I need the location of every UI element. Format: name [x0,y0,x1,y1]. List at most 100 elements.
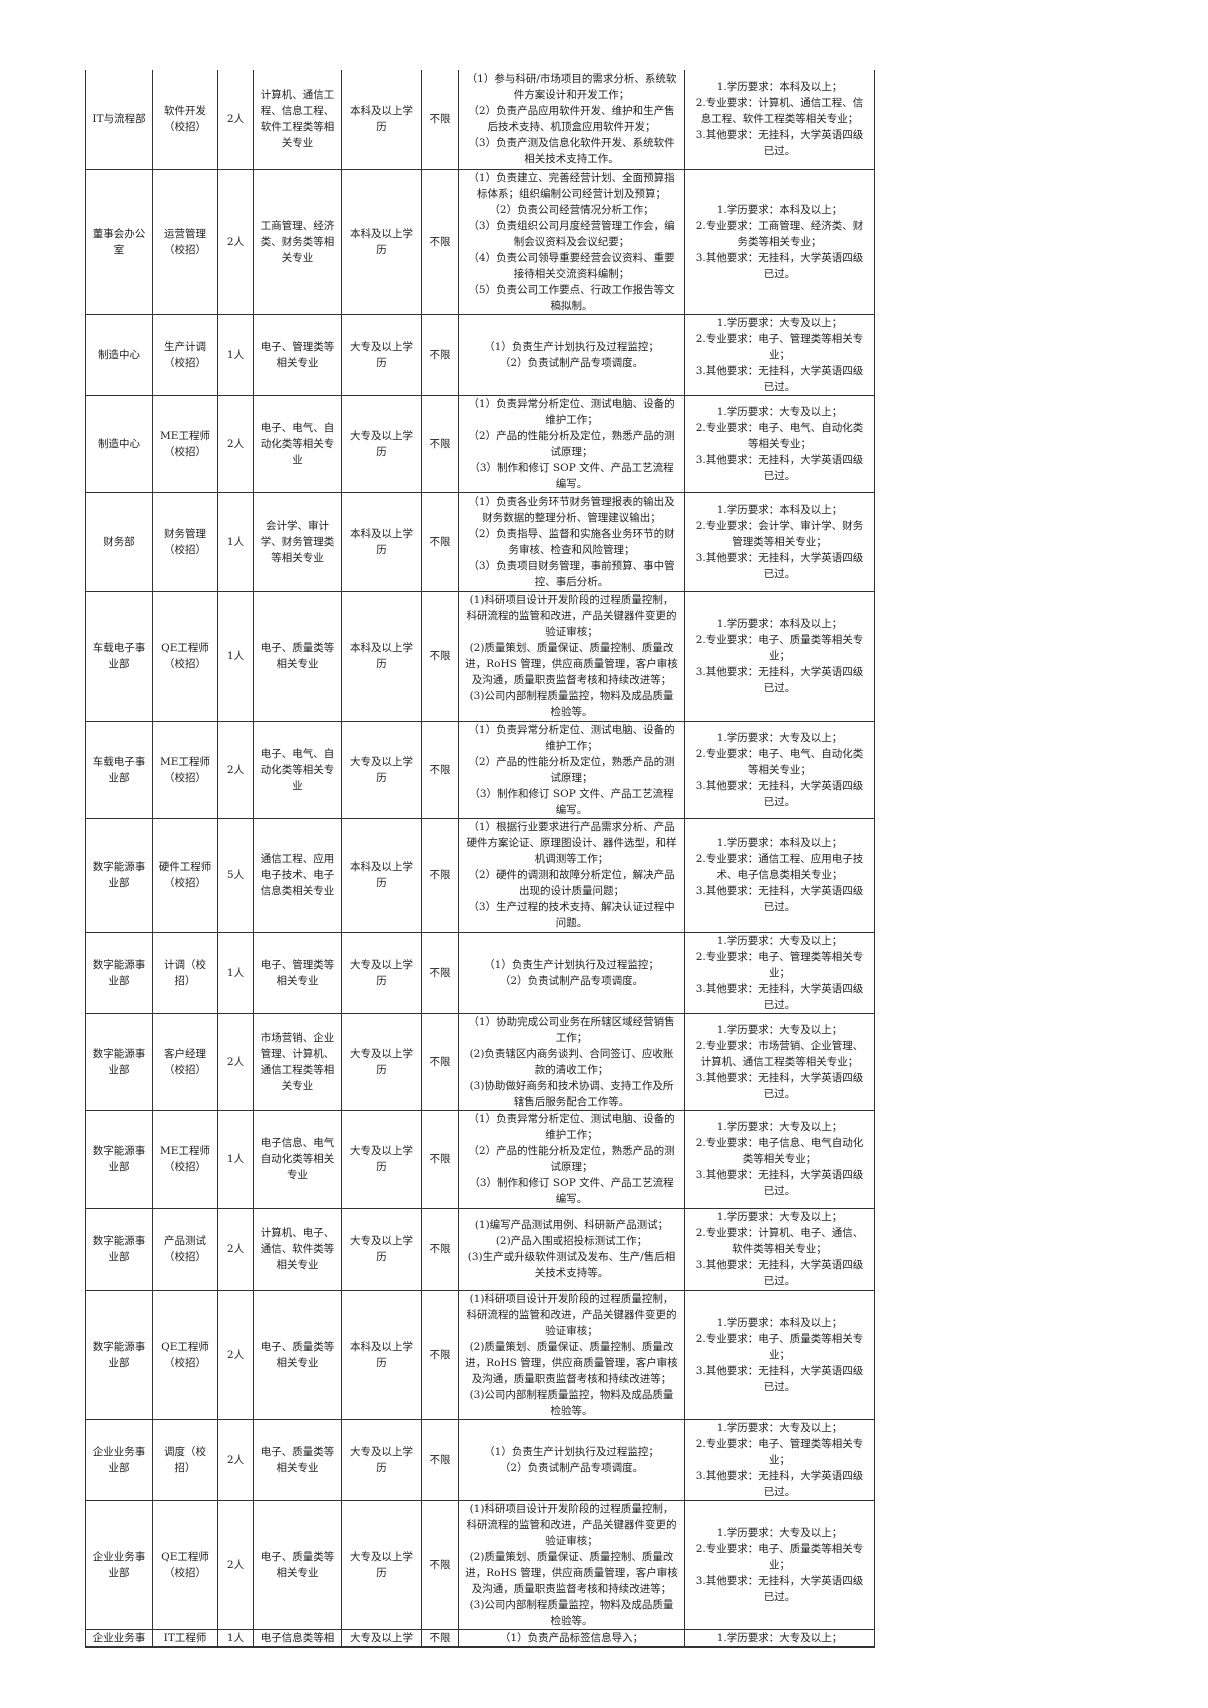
major-cell: 工商管理、经济类、财务类等相关专业 [253,168,342,315]
duty-line: （2）产品的性能分析及定位，熟悉产品的测试原理； [468,1145,675,1173]
other-cell: 不限 [421,168,459,315]
requirement-line: 3.其他要求：无挂科，大学英语四级已过。 [695,1071,864,1100]
headcount-cell: 2人 [217,1012,254,1111]
duties-cell: （1）负责异常分析定位、测试电脑、设备的维护工作； （2）产品的性能分析及定位，熟… [458,394,685,493]
duty-line: （3）制作和修订 SOP 文件、产品工艺流程编写。 [469,1177,674,1205]
duty-line: （2）负责公司经营情况分析工作； [489,203,654,216]
position-cell: ME工程师（校招） [152,394,218,493]
requirement-line: 1.学历要求：大专及以上； [716,731,843,744]
position-cell: 调度（校招） [152,1418,218,1501]
education-cell: 本科及以上学历 [341,1289,422,1420]
position-cell: 软件开发（校招） [152,70,218,170]
duties-cell: (1)科研项目设计开发阶段的过程质量控制，科研流程的监管和改进，产品关键器件变更… [458,1499,685,1630]
duties-cell: (1)科研项目设计开发阶段的过程质量控制，科研流程的监管和改进，产品关键器件变更… [458,1289,685,1420]
job-listing-table: IT与流程部 软件开发（校招） 2人 计算机、通信工程、信息工程、软件工程类等相关专业… [85,70,875,1648]
other-cell: 不限 [421,491,459,592]
other-cell: 不限 [421,394,459,493]
duties-cell: （1）负责产品标签信息导入； [458,1628,685,1648]
duty-line: （2）负责试制产品专项调度。 [499,1461,644,1474]
requirement-line: 2.专业要求：通信工程、应用电子技术、电子信息类相关专业； [695,853,864,881]
major-cell: 电子、质量类等相关专业 [253,1499,342,1630]
headcount-cell: 2人 [217,168,254,315]
requirement-line: 3.其他要求：无挂科，大学英语四级已过。 [695,982,864,1011]
duties-cell: （1）负责生产计划执行及过程监控； （2）负责试制产品专项调度。 [458,931,685,1014]
duty-line: （2）负责试制产品专项调度。 [499,974,644,987]
department-cell: 车载电子事业部 [85,720,153,819]
other-cell: 不限 [421,1289,459,1420]
requirement-line: 1.学历要求：本科及以上； [716,618,843,630]
position-cell: QE工程师（校招） [152,1289,218,1420]
department-cell: 数字能源事业部 [85,1012,153,1111]
duty-line: （5）负责公司工作要点、行政工作报告等文稿拟制。 [468,283,675,312]
requirements-cell: 1.学历要求：大专及以上； 2.专业要求：电子、电气、自动化类等相关专业； 3.其他… [684,394,875,493]
position-cell: IT工程师 [152,1628,218,1648]
requirements-cell: 1.学历要求：大专及以上； 2.专业要求：市场营销、企业管理、计算机、通信工程类等… [684,1012,875,1111]
duty-line: （2）产品的性能分析及定位，熟悉产品的测试原理； [468,429,675,458]
major-cell: 电子、质量类等相关专业 [253,1289,342,1420]
duty-line: （3）制作和修订 SOP 文件、产品工艺流程编写。 [469,461,674,490]
requirement-line: 3.其他要求：无挂科，大学英语四级已过。 [695,129,864,158]
major-cell: 通信工程、应用电子技术、电子信息类相关专业 [253,817,342,933]
requirement-line: 1.学历要求：大专及以上； [716,1023,843,1036]
department-cell: 制造中心 [85,313,153,396]
requirement-line: 2.专业要求：计算机、通信工程、信息工程、软件工程类等相关专业； [695,97,864,126]
major-cell: 电子、质量类等相关专业 [253,1418,342,1501]
table-row: 制造中心 生产计调（校招） 1人 电子、管理类等相关专业 大专及以上学历 不限 （1）负责生… [85,313,875,396]
duty-line: （1）参与科研/市场项目的需求分析、系统软件方案设计和开发工作； [466,73,677,102]
other-cell: 不限 [421,1499,459,1630]
table-row: 制造中心 ME工程师（校招） 2人 电子、电气、自动化类等相关专业 大专及以上学历 不限（… [85,394,875,493]
table-row: 数字能源事业部 ME工程师（校招） 1人 电子信息、电气自动化类等相关专业 大专及以上学… [85,1109,875,1209]
department-cell: 数字能源事业部 [85,931,153,1014]
requirement-line: 1.学历要求：本科及以上； [716,837,843,849]
headcount-cell: 1人 [217,313,254,396]
major-cell: 电子信息、电气自动化类等相关专业 [253,1109,342,1209]
table-row-partial: 企业业务事 IT工程师 1人 电子信息类等相 大专及以上学 不限 （1）负责产品标签信息导入… [85,1628,875,1648]
duties-cell: （1）负责生产计划执行及过程监控； （2）负责试制产品专项调度。 [458,1418,685,1501]
duty-line: （1）负责建立、完善经营计划、全面预算指标体系；组织编制公司经营计划及预算； [468,171,675,200]
requirement-line: 2.专业要求：电子、电气、自动化类等相关专业； [695,747,864,776]
education-cell: 本科及以上学历 [341,70,422,170]
department-cell: 制造中心 [85,394,153,493]
position-cell: 产品测试（校招） [152,1207,218,1291]
requirement-line: 3.其他要求：无挂科，大学英语四级已过。 [695,1574,864,1603]
duties-cell: (1)科研项目设计开发阶段的过程质量控制，科研流程的监管和改进，产品关键器件变更… [458,590,685,722]
headcount-cell: 2人 [217,394,254,493]
duties-cell: （1）负责建立、完善经营计划、全面预算指标体系；组织编制公司经营计划及预算； （2… [458,168,685,315]
headcount-cell: 1人 [217,931,254,1014]
requirement-line: 1.学历要求：本科及以上； [716,203,843,216]
duty-line: （1）负责各业务环节财务管理报表的输出及财务数据的整理分析、管理建议输出； [468,495,675,524]
department-cell: 数字能源事业部 [85,1207,153,1291]
other-cell: 不限 [421,70,459,170]
duty-line: （3）负责产测及信息化软件开发、系统软件相关技术支持工作。 [468,137,675,166]
requirement-line: 2.专业要求：电子、管理类等相关专业； [695,332,864,361]
duty-line: （2）负责指导、监督和实施各业务环节的财务审核、检查和风险管理； [468,527,675,556]
department-cell: 企业业务事业部 [85,1499,153,1630]
duties-cell: （1）负责生产计划执行及过程监控； （2）负责试制产品专项调度。 [458,313,685,396]
education-cell: 大专及以上学历 [341,1418,422,1501]
duty-line: （2）负责产品应用软件开发、维护和生产售后技术支持、机顶盒应用软件开发； [468,105,675,134]
other-cell: 不限 [421,1418,459,1501]
requirements-cell: 1.学历要求：本科及以上； 2.专业要求：计算机、通信工程、信息工程、软件工程类等… [684,70,875,170]
requirements-cell: 1.学历要求：本科及以上； 2.专业要求：通信工程、应用电子技术、电子信息类相关专… [684,817,875,933]
duty-line: (2)质量策划、质量保证、质量控制、质量改进，RoHS 管理，供应商质量管理，客… [465,642,678,686]
table-row: IT与流程部 软件开发（校招） 2人 计算机、通信工程、信息工程、软件工程类等相关专业… [85,70,875,170]
department-cell: 企业业务事 [85,1628,153,1648]
requirement-line: 3.其他要求：无挂科，大学英语四级已过。 [695,364,864,393]
position-cell: QE工程师（校招） [152,590,218,722]
requirement-line: 2.专业要求：电子、质量类等相关专业； [695,1542,864,1571]
position-cell: 硬件工程师（校招） [152,817,218,933]
other-cell: 不限 [421,1012,459,1111]
duties-cell: （1）根据行业要求进行产品需求分析、产品硬件方案论证、原理图设计、器件选型，和样… [458,817,685,933]
department-cell: 数字能源事业部 [85,1109,153,1209]
duty-line: （3）制作和修订 SOP 文件、产品工艺流程编写。 [469,787,674,816]
requirement-line: 3.其他要求：无挂科，大学英语四级已过。 [695,1169,864,1197]
requirements-cell: 1.学历要求：大专及以上； 2.专业要求：电子信息、电气自动化类等相关专业； 3.其… [684,1109,875,1209]
education-cell: 本科及以上学历 [341,590,422,722]
duty-line: （1）负责生产计划执行及过程监控； [484,1445,659,1458]
major-cell: 电子、电气、自动化类等相关专业 [253,394,342,493]
table-row: 数字能源事业部 QE工程师（校招） 2人 电子、质量类等相关专业 本科及以上学历 不限 (1… [85,1289,875,1420]
duties-cell: （1）负责异常分析定位、测试电脑、设备的维护工作； （2）产品的性能分析及定位，熟… [458,1109,685,1209]
requirement-line: 3.其他要求：无挂科，大学英语四级已过。 [695,1469,864,1498]
table-row: 数字能源事业部 计调（校招） 1人 电子、管理类等相关专业 大专及以上学历 不限 （1）负责… [85,931,875,1014]
requirement-line: 3.其他要求：无挂科，大学英语四级已过。 [695,666,864,694]
